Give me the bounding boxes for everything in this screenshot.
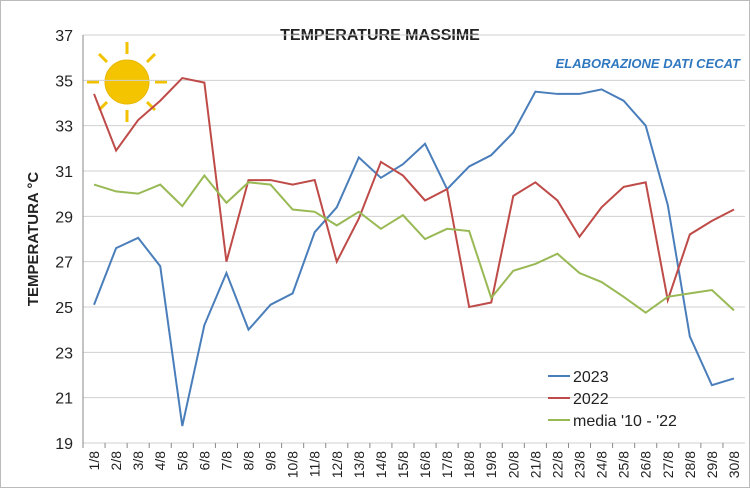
x-tick-label: 4/8 [152,451,168,471]
x-tick-label: 29/8 [704,451,720,478]
x-tick-label: 18/8 [461,451,477,478]
x-tick-label: 11/8 [307,451,323,477]
x-tick-label: 2/8 [108,451,124,471]
series-line [93,76,735,309]
x-tick-label: 22/8 [549,451,565,478]
x-tick-label: 15/8 [395,451,411,478]
y-tick-label: 25 [55,300,73,317]
y-tick-label: 27 [55,255,73,272]
x-tick-label: 26/8 [638,451,654,478]
x-tick-label: 1/8 [86,451,102,471]
y-tick-label: 23 [55,345,73,362]
y-axis-label: TEMPERATURA °C [25,172,42,306]
x-tick-label: 13/8 [351,451,367,478]
legend-label: 2022 [573,391,609,408]
x-tick-label: 8/8 [241,451,257,471]
x-tick-label: 6/8 [196,451,212,471]
x-tick-label: 5/8 [174,451,190,471]
y-tick-label: 33 [55,119,73,136]
y-tick-label: 31 [55,164,73,181]
y-tick-label: 37 [55,28,73,45]
y-tick-label: 35 [55,73,73,90]
y-tick-label: 21 [55,391,73,408]
x-tick-label: 28/8 [682,451,698,478]
x-tick-label: 12/8 [329,451,345,478]
y-tick-label: 29 [55,209,73,226]
series-line [93,173,735,314]
sun-icon [87,42,167,122]
y-tick-label: 19 [55,436,73,453]
annotation: ELABORAZIONE DATI CECAT [556,56,741,71]
x-tick-label: 3/8 [130,451,146,471]
x-tick-label: 9/8 [263,451,279,471]
x-tick-label: 24/8 [594,451,610,478]
x-tick-label: 20/8 [505,451,521,478]
x-tick-label: 19/8 [483,451,499,478]
series-line [93,88,735,427]
x-tick-label: 27/8 [660,451,676,478]
x-tick-label: 10/8 [285,451,301,478]
x-tick-label: 23/8 [572,451,588,478]
x-tick-label: 21/8 [527,451,543,478]
legend-label: media '10 - '22 [573,413,677,430]
x-tick-label: 25/8 [616,451,632,478]
x-tick-label: 7/8 [218,451,234,471]
x-tick-label: 16/8 [417,451,433,478]
x-tick-label: 30/8 [726,451,742,478]
x-tick-label: 14/8 [373,451,389,478]
x-tick-label: 17/8 [439,451,455,478]
legend-label: 2023 [573,369,609,386]
